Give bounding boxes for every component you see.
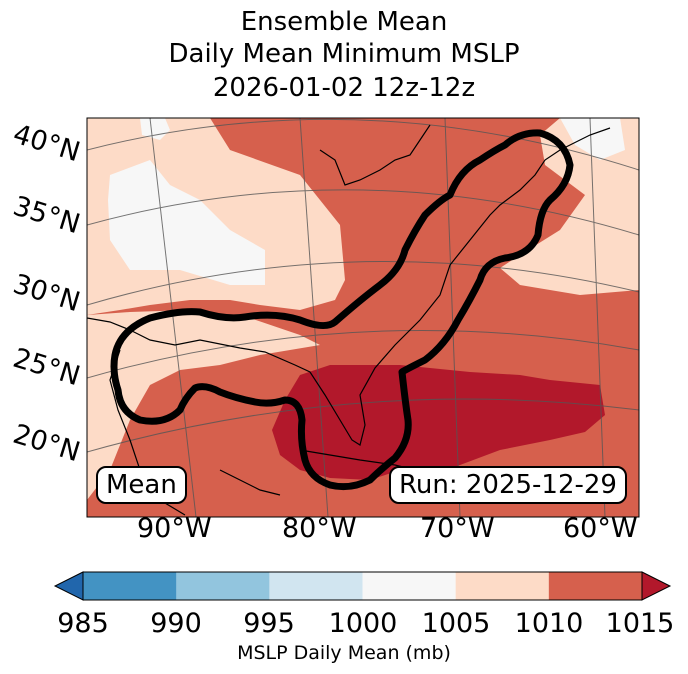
lon-label-60w: 60°W: [563, 513, 638, 544]
forecast-contour: [110, 129, 574, 491]
colorbar-extend-low: [53, 571, 84, 601]
run-label-box: Run: 2025-12-29: [389, 466, 627, 504]
colorbar-tick-990: 990: [150, 608, 202, 639]
title-line-2: Daily Mean Minimum MSLP: [168, 39, 520, 69]
colorbar-tick-1010: 1010: [514, 608, 584, 639]
colorbar-segment: [548, 572, 643, 600]
colorbar: [53, 571, 672, 601]
colorbar-extend-high: [641, 571, 672, 601]
colorbar-segment: [176, 572, 270, 600]
colorbar-segment: [455, 572, 550, 600]
field-1000-1005-west: [108, 160, 265, 285]
colorbar-border: [82, 571, 643, 601]
lon-label-80w: 80°W: [282, 513, 357, 544]
colorbar-segment: [83, 572, 177, 600]
field-1000-1005-north: [140, 118, 170, 140]
colorbar-tick-1000: 1000: [328, 608, 398, 639]
colorbar-segment: [269, 572, 363, 600]
colorbar-tick-985: 985: [57, 608, 109, 639]
colorbar-tick-1015: 1015: [605, 608, 675, 639]
map-frame: [86, 117, 640, 518]
title-line-1: Ensemble Mean: [240, 7, 448, 37]
field-1005-1010-gulf: [87, 310, 320, 500]
field-1005-1010-atlantic: [500, 118, 639, 295]
colorbar-segment: [362, 572, 457, 600]
field-above-1015: [272, 365, 605, 480]
title-line-3: 2026-01-02 12z-12z: [212, 73, 476, 103]
colorbar-label: MSLP Daily Mean (mb): [237, 642, 451, 664]
mean-label-box: Mean: [96, 466, 187, 504]
colorbar-tick-995: 995: [243, 608, 295, 639]
lon-label-90w: 90°W: [137, 513, 212, 544]
colorbar-tick-1005: 1005: [421, 608, 491, 639]
lon-label-70w: 70°W: [420, 513, 495, 544]
